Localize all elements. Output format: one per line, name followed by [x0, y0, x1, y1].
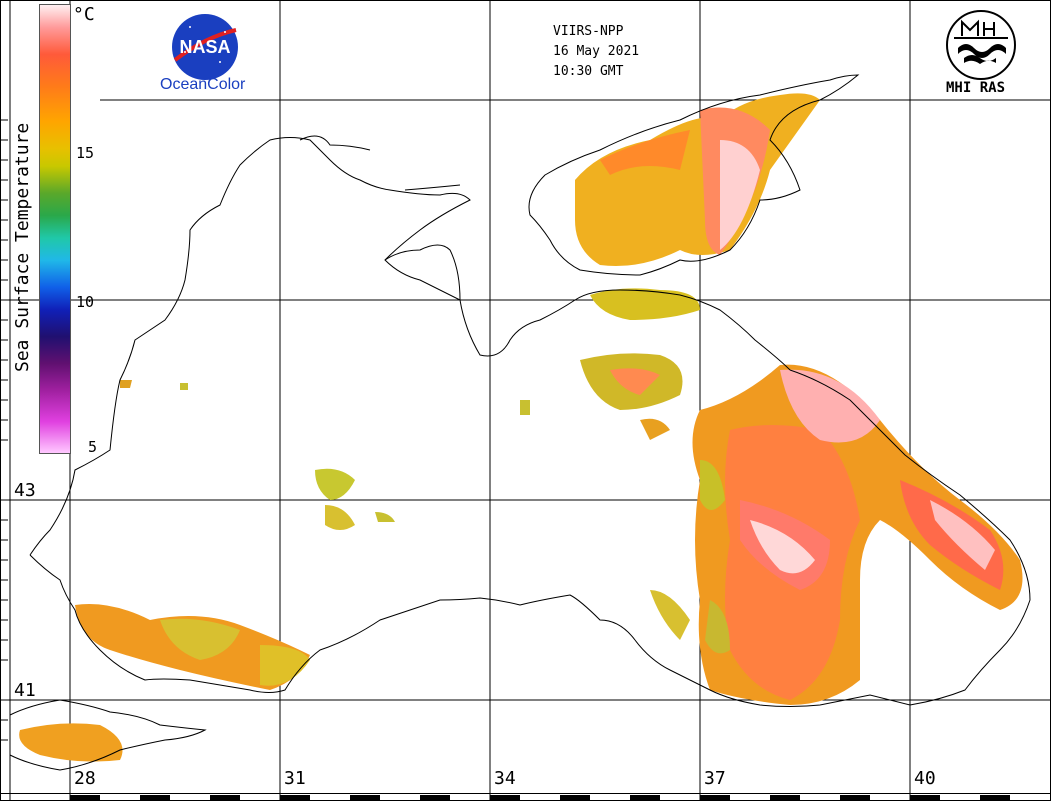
image-time: 10:30 GMT [553, 64, 624, 79]
sst-kerch [590, 288, 700, 320]
coast-crimea [384, 244, 461, 301]
colorbar-title: Sea Surface Temperature [12, 122, 33, 372]
lon-label-34: 34 [494, 768, 516, 789]
lat-label-43: 43 [14, 480, 36, 501]
lon-label-40: 40 [914, 768, 936, 789]
oceancolor-logo-text: OceanColor [160, 76, 246, 93]
header-info: VIIRS-NPP 16 May 2021 10:30 GMT [553, 22, 639, 82]
lon-label-28: 28 [74, 768, 96, 789]
lat-label-41: 41 [14, 680, 36, 701]
mhi-logo-icon [946, 10, 1016, 80]
colorbar-unit: °C [73, 4, 95, 25]
mhi-logo-text: MHI RAS [946, 80, 1006, 96]
satellite-name: VIIRS-NPP [553, 24, 624, 39]
nasa-logo-text: NASA [179, 37, 230, 57]
colorbar-tick-15: 15 [76, 144, 95, 162]
lon-label-37: 37 [704, 768, 726, 789]
sst-data [19, 93, 1023, 762]
colorbar-tick-5: 5 [88, 438, 98, 456]
coast-west [29, 137, 791, 556]
sst-central [315, 468, 355, 500]
nasa-logo-icon: NASA [172, 14, 238, 80]
coast-azov [528, 74, 860, 276]
colorbar-tick-10: 10 [76, 293, 95, 311]
coast-bosporus [9, 699, 207, 771]
bottom-scale [0, 793, 1051, 801]
image-date: 16 May 2021 [553, 44, 640, 59]
coast-east [29, 369, 1031, 707]
lon-label-31: 31 [284, 768, 306, 789]
coastline [9, 74, 1031, 771]
left-ticks [0, 119, 8, 741]
colorbar [39, 4, 71, 454]
